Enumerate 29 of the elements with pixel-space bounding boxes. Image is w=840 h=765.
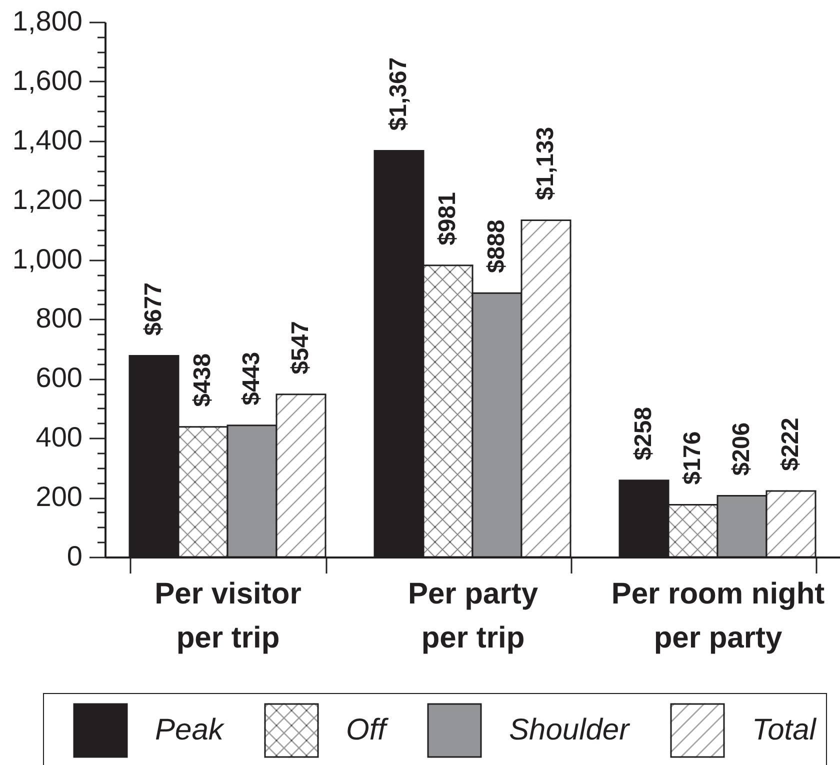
y-tick-label: 1,200	[12, 184, 82, 215]
x-tick-label: Per room night per party	[611, 578, 825, 654]
data-label: $677	[140, 282, 167, 336]
legend-label: Total	[752, 714, 818, 746]
legend-label: Peak	[155, 714, 226, 746]
y-tick-label: 1,400	[12, 124, 82, 156]
data-label: $443	[238, 352, 265, 406]
y-tick-label: 1,800	[12, 6, 82, 36]
data-label: $547	[287, 321, 314, 374]
data-label: $176	[679, 431, 706, 485]
x-tick-label: Per visitor per trip	[154, 578, 302, 654]
y-tick-label: 800	[36, 302, 82, 334]
data-label: $981	[434, 192, 461, 246]
data-label: $438	[189, 353, 216, 407]
data-label: $222	[777, 418, 804, 472]
data-label: $206	[728, 422, 755, 476]
x-tick-label: Per party per trip	[408, 578, 538, 654]
y-tick-label: 1,600	[12, 64, 82, 96]
legend-label: Off	[346, 714, 389, 746]
data-label: $1,133	[532, 126, 559, 200]
y-tick-label: 1,000	[12, 243, 82, 274]
y-tick-label: 600	[36, 362, 82, 394]
y-tick-label: 400	[36, 422, 82, 453]
legend-label: Shoulder	[509, 714, 630, 746]
y-tick-label: 0	[66, 540, 82, 572]
data-label: $1,367	[385, 57, 412, 131]
data-label: $888	[483, 220, 510, 274]
data-label: $258	[630, 406, 657, 460]
y-tick-label: 200	[36, 481, 82, 512]
